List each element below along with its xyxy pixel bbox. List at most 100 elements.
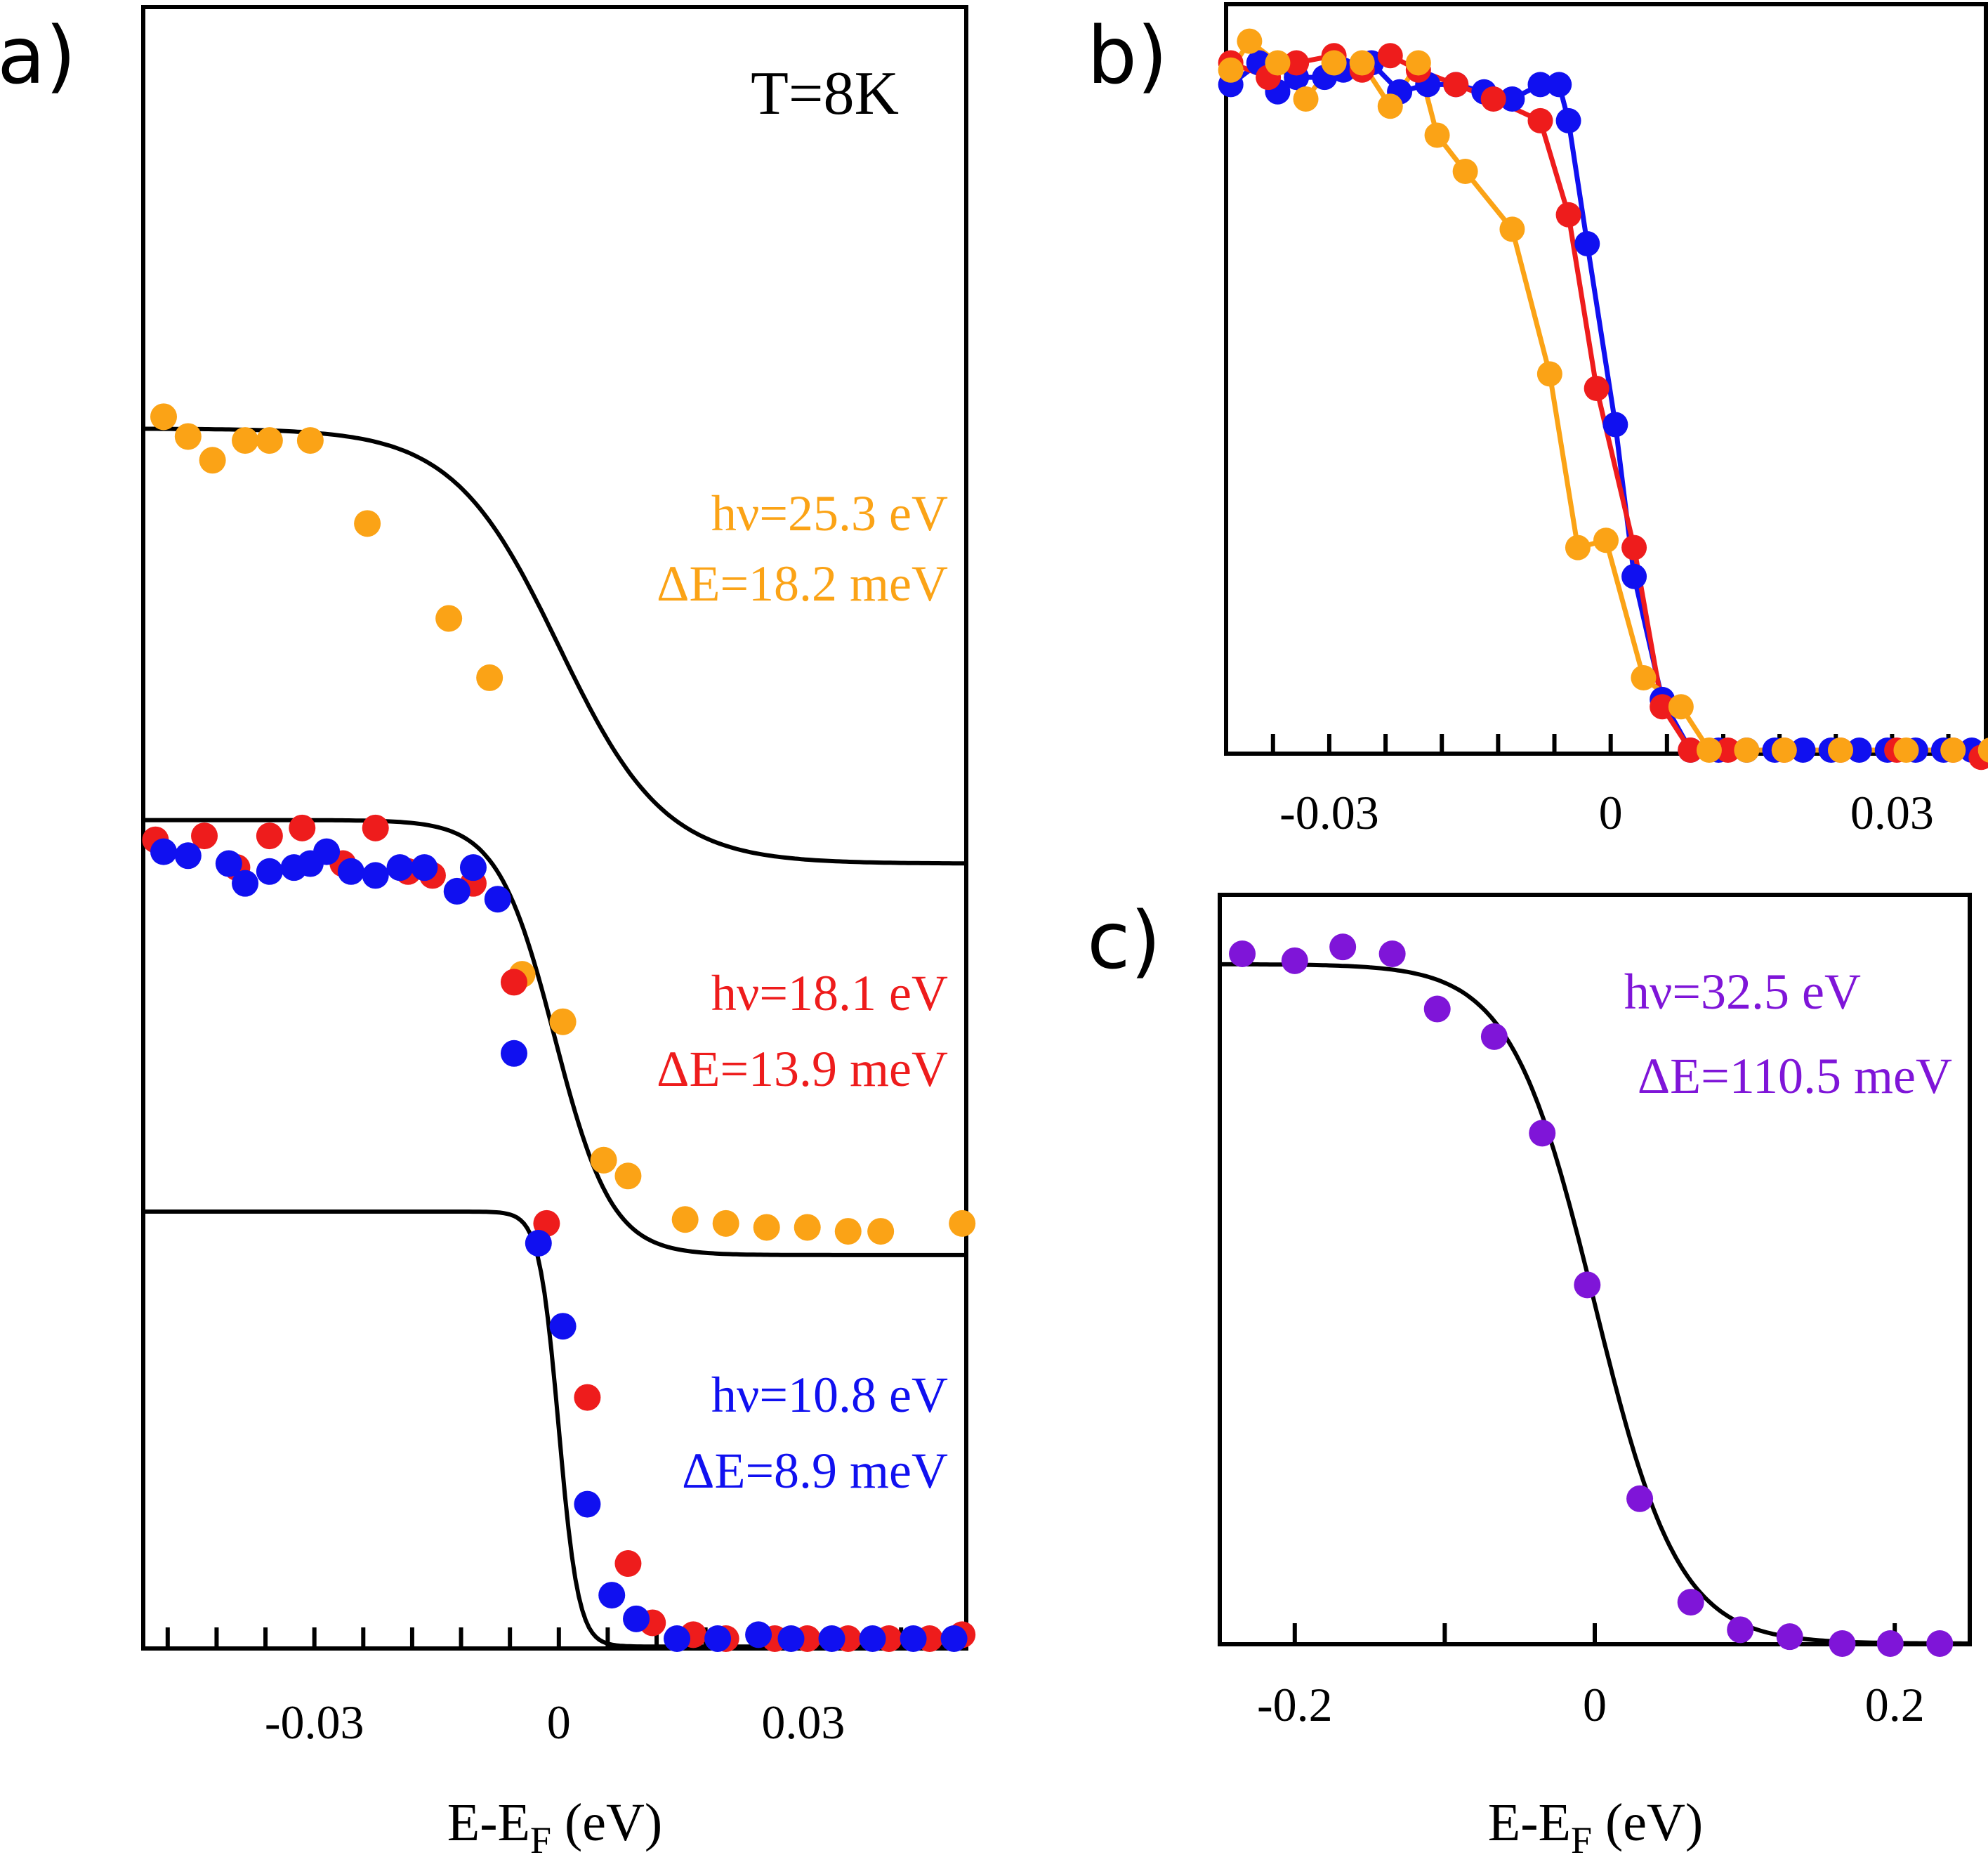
data-point	[215, 850, 242, 877]
data-point	[386, 854, 414, 881]
data-point	[1499, 216, 1525, 242]
data-point	[1846, 737, 1872, 763]
data-point	[1621, 563, 1647, 589]
data-point	[1378, 940, 1406, 967]
data-point	[296, 427, 324, 454]
x-tick-label: 0.03	[761, 1696, 845, 1749]
panel-a: a) -0.03 0 0.03 T=8K hν=25.3 eV ΔE=18.2 me…	[0, 5, 976, 1861]
data-point	[1574, 1271, 1601, 1299]
series-label-purple-line2: ΔE=110.5 meV	[1638, 1048, 1952, 1104]
data-point	[1377, 93, 1403, 119]
data-point	[256, 427, 283, 454]
data-point	[664, 1625, 691, 1652]
panel-b: b) -0.03 0 0.03	[1087, 2, 1988, 839]
data-point	[500, 1040, 527, 1067]
data-point	[1536, 361, 1562, 387]
data-point	[777, 1625, 805, 1652]
panel-a-points	[142, 403, 976, 1652]
panel-b-points	[1218, 28, 1988, 771]
data-point	[574, 1384, 601, 1411]
data-point	[232, 870, 259, 897]
temperature-annotation: T=8K	[751, 60, 899, 128]
data-point	[834, 1218, 862, 1245]
panel-b-frame	[1224, 2, 1988, 756]
data-point	[753, 1214, 780, 1241]
data-point	[1776, 1623, 1803, 1651]
data-point	[1593, 527, 1619, 553]
data-point	[1926, 1630, 1954, 1657]
data-point	[1405, 50, 1431, 76]
data-point	[1377, 43, 1403, 69]
data-point	[1565, 535, 1591, 560]
data-point	[1284, 50, 1310, 76]
data-point	[354, 510, 381, 537]
data-point	[574, 1490, 601, 1518]
data-point	[1829, 1630, 1856, 1657]
data-point	[1527, 72, 1553, 98]
x-tick-label: -0.03	[265, 1696, 364, 1749]
data-point	[1480, 86, 1506, 112]
data-point	[1621, 535, 1647, 560]
data-point	[1977, 737, 1988, 763]
data-point	[337, 858, 364, 885]
data-point	[1443, 72, 1469, 98]
data-point	[1631, 665, 1657, 690]
data-point	[1668, 694, 1694, 720]
data-point	[1790, 737, 1816, 763]
x-tick-label: -0.2	[1257, 1678, 1333, 1731]
data-point	[199, 447, 226, 474]
data-point	[313, 838, 341, 865]
data-point	[362, 862, 389, 889]
data-point	[900, 1625, 927, 1652]
data-point	[614, 1550, 642, 1578]
data-point	[1321, 50, 1347, 76]
data-point	[671, 1206, 699, 1233]
data-point	[256, 822, 283, 850]
data-point	[1555, 202, 1581, 228]
x-tick-label: 0	[1599, 786, 1623, 839]
data-point	[1771, 737, 1797, 763]
data-point	[1940, 737, 1966, 763]
data-point	[459, 854, 487, 881]
data-point	[289, 814, 316, 841]
data-point	[867, 1218, 895, 1245]
data-point	[1574, 231, 1600, 256]
data-point	[1293, 86, 1319, 112]
data-point	[1349, 50, 1375, 76]
data-point	[1329, 933, 1357, 961]
data-point	[549, 1313, 577, 1340]
data-point	[598, 1582, 626, 1609]
x-tick-label: 0	[547, 1696, 571, 1749]
data-point	[623, 1605, 650, 1632]
data-point	[1827, 737, 1853, 763]
data-point	[1650, 694, 1676, 720]
data-point	[712, 1209, 739, 1237]
data-point	[150, 403, 178, 431]
data-point	[1626, 1485, 1654, 1512]
data-point	[614, 1162, 642, 1190]
fit-curve	[143, 1209, 966, 1649]
data-point	[1696, 737, 1722, 763]
data-point	[476, 664, 503, 691]
data-point	[940, 1625, 968, 1652]
x-tick-label: 0	[1583, 1678, 1607, 1731]
data-point	[484, 886, 511, 913]
data-point	[443, 877, 470, 905]
data-point	[1499, 86, 1525, 112]
data-point	[704, 1625, 732, 1652]
data-point	[411, 854, 438, 881]
data-point	[794, 1214, 821, 1241]
data-point	[1602, 412, 1628, 438]
panel-b-ticks: -0.03 0 0.03	[1270, 734, 1951, 839]
data-point	[1678, 737, 1704, 763]
data-point	[232, 427, 259, 454]
panel-c-points	[1229, 933, 1954, 1657]
data-point	[1876, 1630, 1904, 1657]
panel-c-letter: c)	[1087, 896, 1161, 987]
data-point	[150, 838, 178, 865]
data-point	[949, 1209, 976, 1237]
data-point	[818, 1625, 845, 1652]
data-point	[1452, 159, 1478, 184]
data-point	[1734, 737, 1760, 763]
